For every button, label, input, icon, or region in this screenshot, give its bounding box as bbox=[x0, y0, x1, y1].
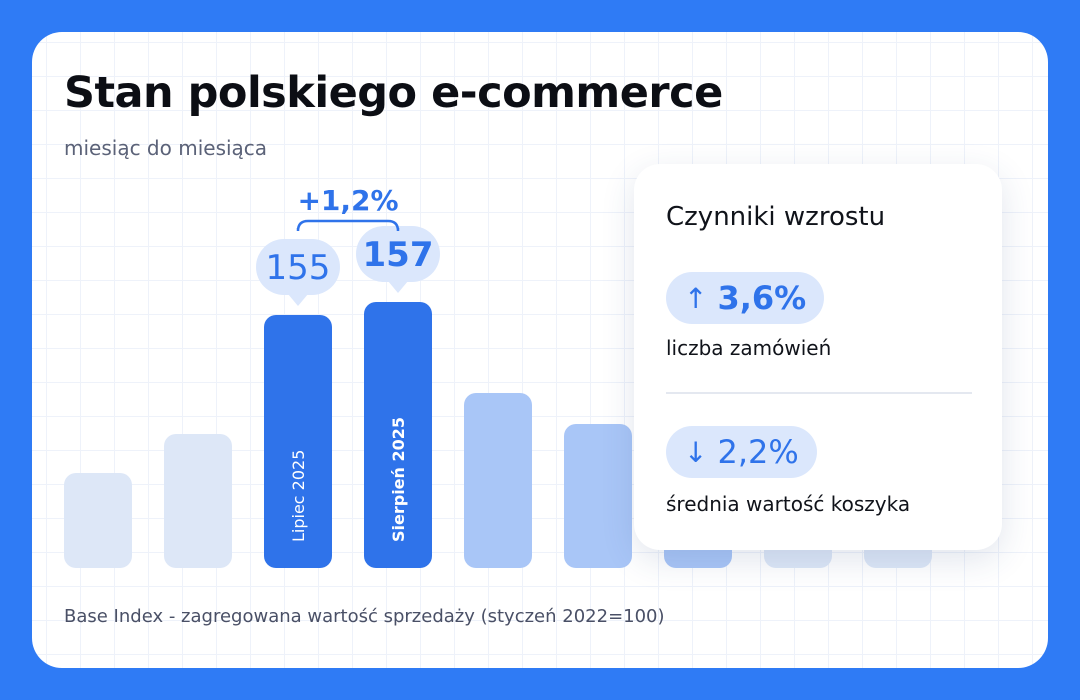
change-bracket bbox=[296, 219, 400, 232]
chart-card: Stan polskiego e-commerce miesiąc do mie… bbox=[32, 32, 1048, 668]
orders-label: liczba zamówień bbox=[666, 336, 832, 360]
basket-label: średnia wartość koszyka bbox=[666, 492, 911, 516]
panel-title: Czynniki wzrostu bbox=[666, 202, 886, 232]
basket-change-badge: ↓ 2,2% bbox=[666, 426, 817, 478]
value-label-1: 157 bbox=[363, 235, 434, 275]
value-callout-1 bbox=[356, 226, 440, 293]
page-subtitle: miesiąc do miesiąca bbox=[64, 136, 268, 160]
orders-change-badge: ↑ 3,6% bbox=[666, 272, 825, 324]
bar-3 bbox=[364, 302, 432, 568]
divider bbox=[666, 392, 972, 394]
value-label-0: 155 bbox=[266, 248, 331, 288]
bar-2 bbox=[264, 315, 332, 568]
footnote: Base Index - zagregowana wartość sprzeda… bbox=[64, 606, 665, 627]
basket-change-value: 2,2% bbox=[717, 433, 799, 471]
bar-1 bbox=[164, 434, 232, 568]
change-annotation: +1,2% bbox=[297, 184, 398, 217]
bar-4 bbox=[464, 393, 532, 568]
value-callout-0 bbox=[256, 239, 340, 306]
arrow-up-icon: ↑ bbox=[684, 281, 708, 315]
orders-change-value: 3,6% bbox=[717, 279, 807, 317]
arrow-down-icon: ↓ bbox=[684, 435, 708, 469]
page-title: Stan polskiego e-commerce bbox=[64, 68, 723, 118]
growth-factors-panel: Czynniki wzrostu ↑ 3,6% liczba zamówień … bbox=[634, 164, 1002, 550]
bar-label-3: Sierpień 2025 bbox=[389, 417, 408, 542]
bar-label-2: Lipiec 2025 bbox=[289, 450, 308, 542]
bar-0 bbox=[64, 473, 132, 568]
bar-5 bbox=[564, 424, 632, 568]
